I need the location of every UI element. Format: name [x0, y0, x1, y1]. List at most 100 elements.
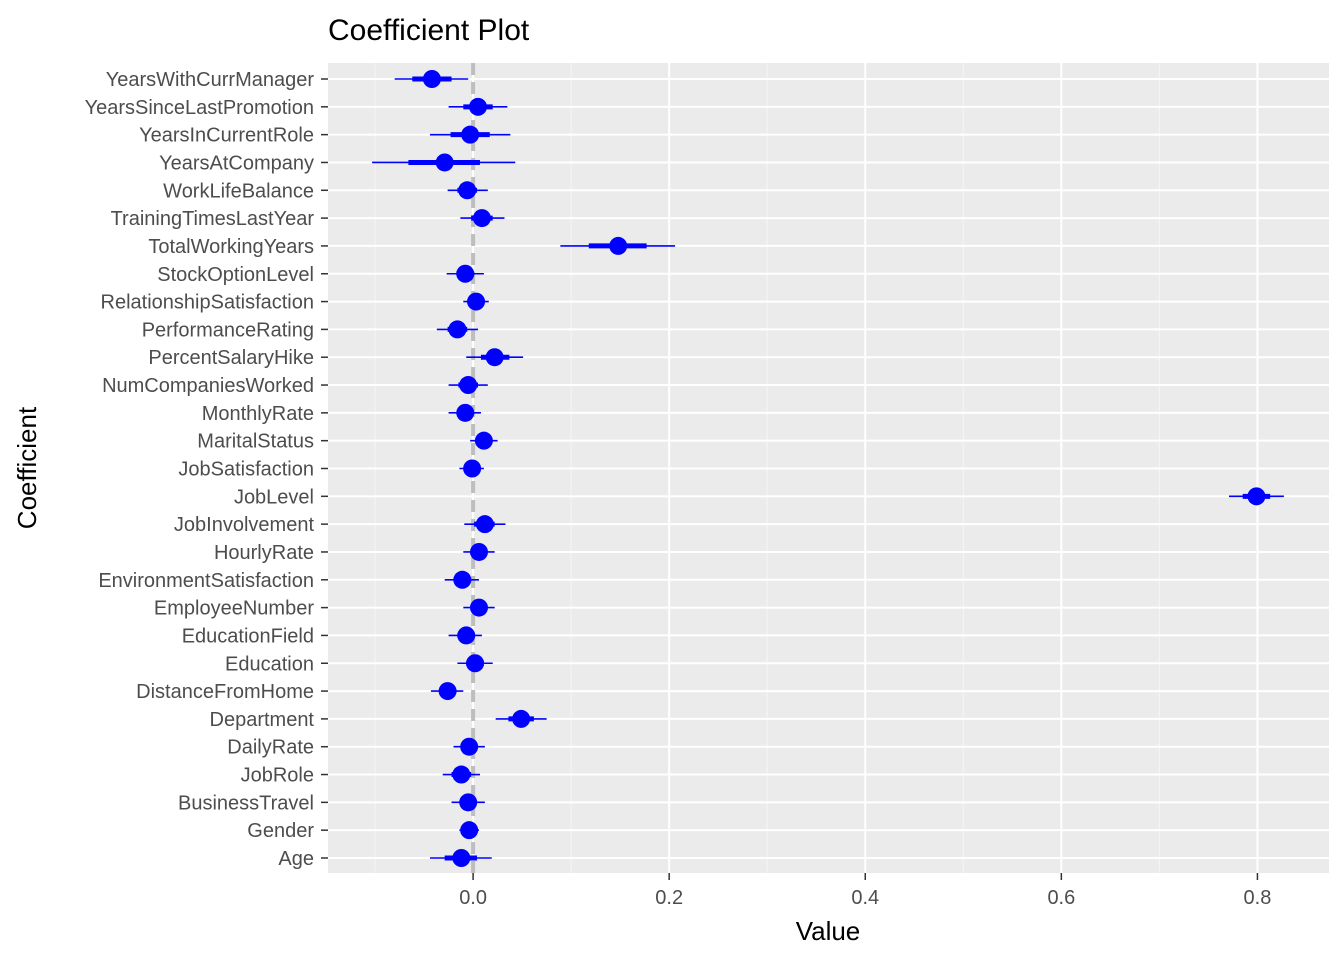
y-tick-labels: YearsWithCurrManager YearsSinceLastPromot…: [85, 69, 328, 870]
coefficient-point: [485, 348, 504, 367]
coefficient-point: [463, 459, 482, 478]
y-tick-label: Age: [278, 848, 314, 870]
y-tick-label: JobInvolvement: [174, 514, 315, 536]
coefficient-EducationField: [448, 626, 482, 645]
x-axis-title: Value: [796, 916, 861, 946]
coefficient-point: [609, 236, 628, 255]
y-tick-label: RelationshipSatisfaction: [101, 292, 314, 314]
coefficient-MonthlyRate: [448, 403, 481, 422]
y-tick-label: DistanceFromHome: [136, 681, 314, 703]
coefficient-WorkLifeBalance: [447, 181, 488, 200]
y-tick-label: JobLevel: [234, 486, 314, 508]
y-tick-label: TotalWorkingYears: [148, 236, 314, 258]
y-tick-label: Education: [225, 653, 314, 675]
coefficient-BusinessTravel: [451, 793, 485, 812]
y-tick-label: WorkLifeBalance: [163, 180, 314, 202]
x-tick-label: 0.4: [851, 887, 879, 909]
x-tick-label: 0.8: [1244, 887, 1272, 909]
coefficient-Department: [495, 709, 547, 728]
coefficient-EmployeeNumber: [463, 598, 495, 617]
coefficient-point: [512, 709, 531, 728]
coefficient-point: [452, 765, 471, 784]
coefficient-point: [475, 515, 494, 534]
chart-title: Coefficient Plot: [328, 14, 530, 47]
y-tick-label: TrainingTimesLastYear: [111, 208, 315, 230]
y-tick-label: JobRole: [241, 765, 314, 787]
grid-lines: [328, 63, 1329, 873]
coefficient-point: [438, 682, 457, 701]
y-tick-label: YearsInCurrentRole: [139, 125, 314, 147]
x-tick-label: 0.0: [459, 887, 487, 909]
y-tick-label: StockOptionLevel: [157, 264, 314, 286]
coefficient-point: [467, 292, 486, 311]
y-tick-label: JobSatisfaction: [178, 459, 314, 481]
coefficient-point: [435, 153, 454, 172]
y-tick-label: Department: [210, 709, 315, 731]
x-tick-labels: 0.0 0.2 0.4 0.6 0.8: [459, 873, 1271, 909]
y-axis-title: Coefficient: [12, 406, 42, 529]
coefficient-point: [453, 570, 472, 589]
coefficient-point: [1247, 487, 1266, 506]
y-tick-label: EmployeeNumber: [154, 598, 314, 620]
coefficient-PercentSalaryHike: [466, 348, 524, 367]
coefficient-Gender: [459, 821, 479, 840]
coefficient-YearsAtCompany: [372, 153, 516, 172]
coefficient-point: [457, 626, 476, 645]
coefficient-YearsSinceLastPromotion: [448, 97, 508, 116]
coefficient-MaritalStatus: [470, 431, 498, 450]
coefficient-point: [452, 849, 471, 867]
coefficient-point: [469, 542, 488, 561]
coefficient-EnvironmentSatisfaction: [444, 570, 479, 589]
coefficient-point: [472, 209, 491, 228]
coefficient-JobLevel: [1228, 487, 1284, 506]
coefficient-HourlyRate: [463, 542, 495, 561]
coefficient-point: [459, 376, 478, 395]
y-tick-label: YearsWithCurrManager: [106, 69, 315, 91]
coefficient-point: [456, 403, 475, 422]
coefficient-Age: [429, 849, 492, 867]
y-tick-label: PerformanceRating: [142, 319, 314, 341]
coefficient-point: [458, 181, 477, 200]
coefficient-StockOptionLevel: [446, 264, 484, 283]
y-tick-label: PercentSalaryHike: [148, 347, 314, 369]
coefficient-point: [456, 264, 475, 283]
coefficient-point: [461, 125, 480, 144]
coefficient-YearsWithCurrManager: [394, 70, 469, 88]
coefficient-point: [448, 320, 467, 339]
x-tick-label: 0.6: [1047, 887, 1075, 909]
coefficient-DistanceFromHome: [430, 682, 464, 701]
coefficient-TrainingTimesLastYear: [460, 209, 505, 228]
coefficient-PerformanceRating: [436, 320, 479, 339]
x-tick-label: 0.2: [655, 887, 683, 909]
coefficient-point: [459, 793, 478, 812]
coefficient-point: [469, 598, 488, 617]
y-tick-label: YearsSinceLastPromotion: [85, 97, 314, 119]
coefficient-YearsInCurrentRole: [429, 125, 511, 144]
y-tick-label: EducationField: [182, 625, 314, 647]
coefficient-point: [474, 431, 493, 450]
coefficient-point: [460, 737, 479, 756]
coefficient-NumCompaniesWorked: [448, 376, 488, 395]
coefficient-point: [460, 821, 479, 840]
y-tick-label: EnvironmentSatisfaction: [98, 570, 314, 592]
coefficient-Education: [457, 654, 493, 673]
coefficient-JobInvolvement: [464, 515, 506, 534]
y-tick-label: YearsAtCompany: [159, 152, 314, 174]
coefficient-RelationshipSatisfaction: [463, 292, 489, 311]
y-tick-label: NumCompaniesWorked: [102, 375, 314, 397]
y-tick-label: MaritalStatus: [197, 431, 314, 453]
coefficient-JobSatisfaction: [459, 459, 484, 478]
coefficient-point: [422, 70, 441, 88]
y-tick-label: HourlyRate: [214, 542, 314, 564]
coefficient-JobRole: [442, 765, 480, 784]
coefficient-marks: [372, 70, 1284, 867]
coefficient-DailyRate: [453, 737, 485, 756]
coefficient-point: [469, 97, 488, 116]
y-tick-label: Gender: [247, 820, 314, 842]
coefficient-point: [466, 654, 485, 673]
y-tick-label: MonthlyRate: [202, 403, 314, 425]
y-tick-label: DailyRate: [227, 737, 314, 759]
y-tick-label: BusinessTravel: [178, 792, 314, 814]
coefficient-TotalWorkingYears: [560, 236, 676, 255]
